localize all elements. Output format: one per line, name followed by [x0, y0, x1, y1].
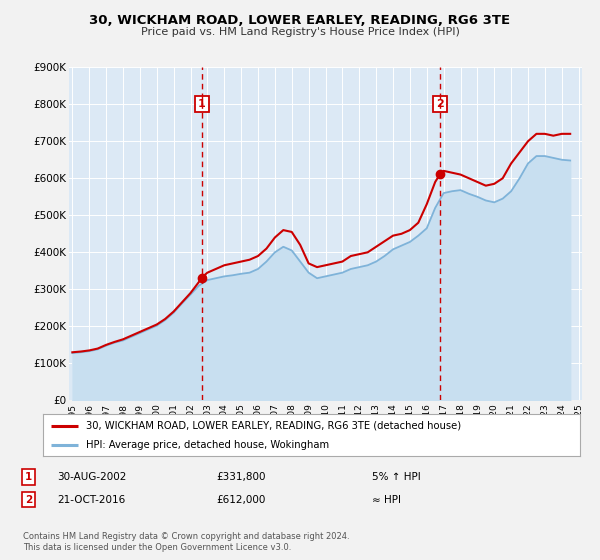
Text: 1: 1 [25, 472, 32, 482]
Text: ≈ HPI: ≈ HPI [372, 494, 401, 505]
Text: Price paid vs. HM Land Registry's House Price Index (HPI): Price paid vs. HM Land Registry's House … [140, 27, 460, 37]
Text: 2: 2 [436, 99, 444, 109]
Text: 30, WICKHAM ROAD, LOWER EARLEY, READING, RG6 3TE: 30, WICKHAM ROAD, LOWER EARLEY, READING,… [89, 14, 511, 27]
Text: This data is licensed under the Open Government Licence v3.0.: This data is licensed under the Open Gov… [23, 543, 291, 552]
Text: 5% ↑ HPI: 5% ↑ HPI [372, 472, 421, 482]
Text: £331,800: £331,800 [216, 472, 265, 482]
Text: £612,000: £612,000 [216, 494, 265, 505]
Text: 1: 1 [198, 99, 206, 109]
Text: 30, WICKHAM ROAD, LOWER EARLEY, READING, RG6 3TE (detached house): 30, WICKHAM ROAD, LOWER EARLEY, READING,… [86, 421, 461, 431]
Text: Contains HM Land Registry data © Crown copyright and database right 2024.: Contains HM Land Registry data © Crown c… [23, 532, 349, 541]
Text: 21-OCT-2016: 21-OCT-2016 [57, 494, 125, 505]
Text: 2: 2 [25, 494, 32, 505]
Text: 30-AUG-2002: 30-AUG-2002 [57, 472, 127, 482]
Text: HPI: Average price, detached house, Wokingham: HPI: Average price, detached house, Woki… [86, 440, 329, 450]
